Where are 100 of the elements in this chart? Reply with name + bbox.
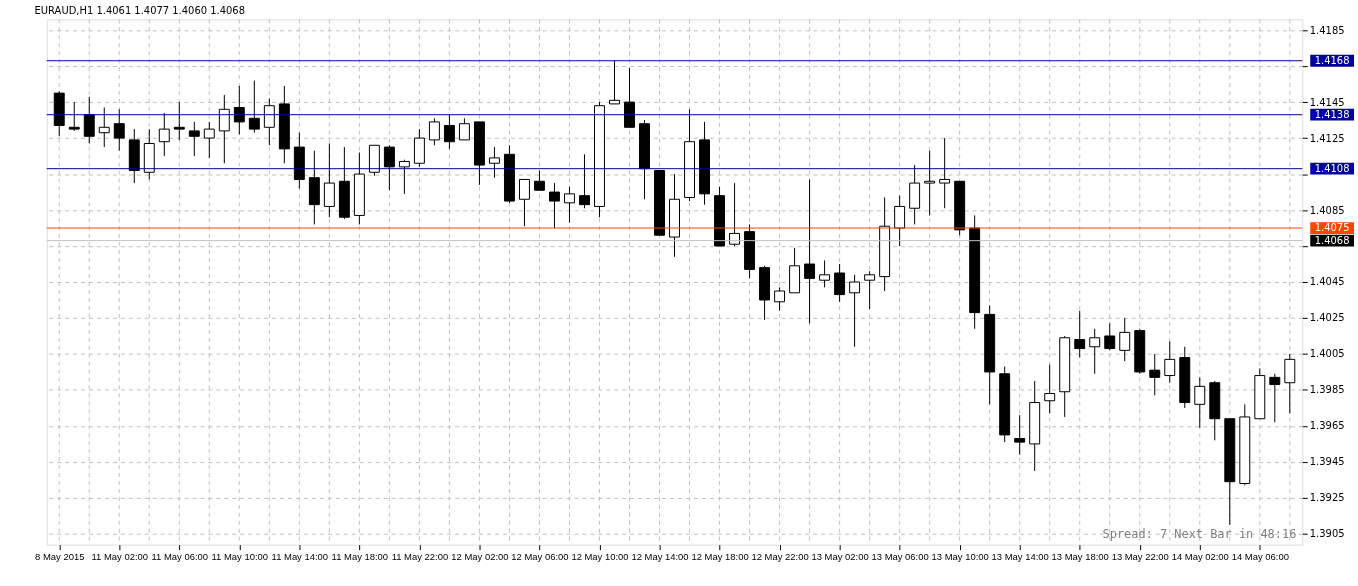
x-tick-label: 12 May 10:00 <box>571 551 629 563</box>
candlestick <box>128 128 140 184</box>
candlestick <box>248 80 260 134</box>
candlestick <box>909 164 921 225</box>
candlestick <box>1149 353 1161 396</box>
x-tick-label: 12 May 06:00 <box>511 551 569 563</box>
candlestick <box>939 137 951 209</box>
y-tick-label: 1.4005 <box>1309 348 1345 360</box>
candlestick <box>774 286 786 312</box>
candlestick <box>864 270 876 310</box>
candlestick <box>1164 340 1176 384</box>
ref-line-label: 1.4108 <box>1314 162 1350 174</box>
candlestick <box>143 128 155 180</box>
candlestick <box>1239 403 1251 486</box>
candlestick <box>548 182 560 229</box>
ref-line-label: 1.4075 <box>1314 222 1350 234</box>
candlestick <box>1179 346 1191 409</box>
x-tick-label: 12 May 22:00 <box>751 551 809 563</box>
candlestick <box>804 178 816 324</box>
x-tick-label: 11 May 02:00 <box>91 551 149 563</box>
x-tick-label: 11 May 14:00 <box>271 551 329 563</box>
candlestick <box>158 112 170 157</box>
candlestick <box>293 132 305 189</box>
candlestick <box>564 186 575 224</box>
candlestick <box>53 90 65 137</box>
x-tick-label: 11 May 06:00 <box>151 551 209 563</box>
y-tick-label: 1.4145 <box>1309 96 1345 108</box>
x-tick-label: 13 May 02:00 <box>811 551 869 563</box>
candlestick <box>218 94 230 164</box>
candlestick <box>233 85 245 135</box>
x-tick-label: 11 May 10:00 <box>211 551 269 563</box>
candlestick <box>443 114 455 150</box>
candlestick <box>819 259 831 288</box>
candlestick <box>969 214 981 330</box>
candlestick <box>383 144 395 191</box>
candlestick <box>699 121 711 206</box>
candlestick <box>849 274 861 348</box>
x-tick-label: 11 May 22:00 <box>391 551 449 563</box>
ref-line-label: 1.4168 <box>1314 54 1350 66</box>
candlestick <box>1284 353 1296 414</box>
candlestick <box>684 108 695 202</box>
candlestick <box>834 263 846 303</box>
candlestick <box>488 146 500 179</box>
candlestick <box>68 101 80 132</box>
x-tick-label: 12 May 18:00 <box>691 551 749 563</box>
x-tick-label: 13 May 10:00 <box>931 551 989 563</box>
candlestick <box>999 366 1011 443</box>
candlestick <box>1059 335 1071 418</box>
candlestick <box>98 107 110 148</box>
x-tick-label: 14 May 02:00 <box>1171 551 1229 563</box>
candlestick <box>413 128 425 168</box>
candlestick <box>188 121 200 157</box>
candlestick <box>1029 380 1041 472</box>
candlestick <box>173 101 185 141</box>
y-tick-label: 1.3925 <box>1309 492 1345 504</box>
y-tick-label: 1.3965 <box>1309 420 1345 432</box>
candlestick <box>503 144 515 204</box>
candlestick <box>594 101 605 218</box>
candlestick <box>984 304 996 405</box>
candlestick <box>759 265 771 321</box>
x-tick-label: 12 May 14:00 <box>631 551 689 563</box>
y-tick-label: 1.4185 <box>1309 24 1345 36</box>
x-tick-label: 14 May 06:00 <box>1231 551 1289 563</box>
candlestick <box>338 146 350 220</box>
ref-line-label: 1.4068 <box>1314 234 1350 246</box>
y-tick-label: 1.4085 <box>1309 204 1345 216</box>
candlestick <box>1089 328 1101 375</box>
candlestick <box>1014 414 1026 456</box>
candlestick <box>924 150 936 216</box>
candlestick <box>669 173 680 258</box>
y-tick-label: 1.4045 <box>1309 276 1345 288</box>
candlestick <box>263 98 275 146</box>
x-tick-label: 13 May 14:00 <box>991 551 1049 563</box>
candlestick <box>1044 364 1056 414</box>
chart-title: EURAUD,H1 1.4061 1.4077 1.4060 1.4068 <box>34 4 246 16</box>
candlestick <box>879 196 891 292</box>
candlestick <box>1134 328 1146 375</box>
candlestick <box>83 96 95 144</box>
candlestick <box>308 150 320 225</box>
x-tick-label: 11 May 18:00 <box>331 551 389 563</box>
x-tick-label: 13 May 18:00 <box>1051 551 1109 563</box>
candlestick <box>428 117 440 146</box>
candlestick <box>639 119 650 200</box>
candlestick <box>203 121 215 159</box>
ref-line-label: 1.4138 <box>1314 108 1350 120</box>
candlestick <box>323 142 335 218</box>
candlestick <box>278 85 290 164</box>
x-tick-label: 12 May 02:00 <box>451 551 509 563</box>
annotation: Spread: 7 Next Bar in 48:16 <box>1102 526 1297 541</box>
candlestick <box>1209 380 1221 441</box>
candlestick <box>113 108 125 152</box>
candlestick <box>353 151 365 225</box>
y-tick-label: 1.4025 <box>1309 312 1345 324</box>
x-tick-label: 13 May 06:00 <box>871 551 929 563</box>
candlestick <box>1074 310 1086 359</box>
y-tick-label: 1.4125 <box>1309 132 1345 144</box>
x-tick-label: 8 May 2015 <box>35 551 85 563</box>
candlestick <box>1119 317 1131 362</box>
y-tick-label: 1.3905 <box>1309 528 1345 540</box>
candlestick <box>729 182 741 247</box>
